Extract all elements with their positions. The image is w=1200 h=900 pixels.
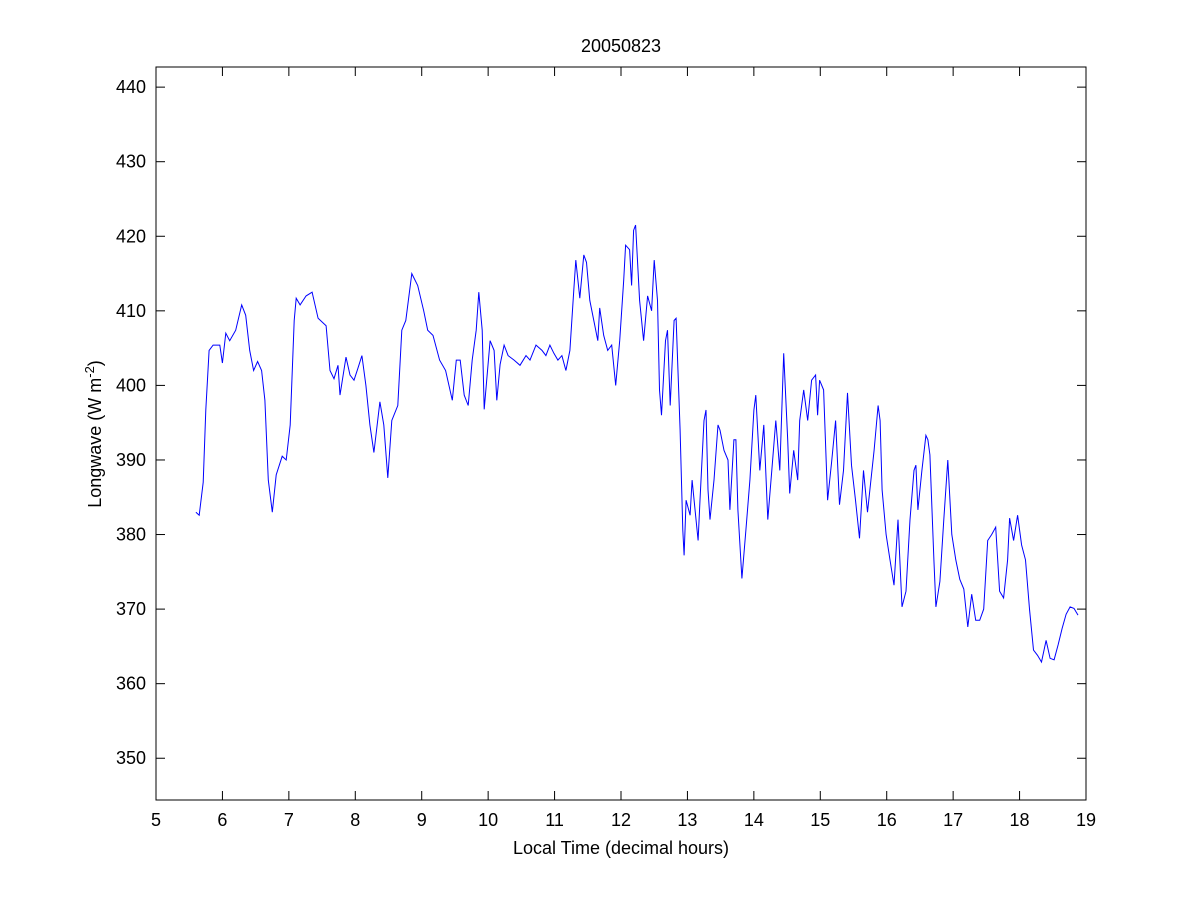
plot-area [155, 66, 1087, 801]
x-tick-label: 11 [545, 810, 564, 830]
y-tick-label: 350 [116, 748, 146, 768]
y-axis-label-main: Longwave (W m [85, 378, 105, 508]
x-tick-label: 14 [744, 810, 764, 830]
y-tick-label: 440 [116, 77, 146, 97]
x-tick-label: 9 [417, 810, 427, 830]
x-tick-label: 18 [1010, 810, 1030, 830]
y-tick-label: 370 [116, 599, 146, 619]
x-tick-label: 10 [478, 810, 498, 830]
x-axis-label: Local Time (decimal hours) [513, 838, 729, 858]
chart-title: 20050823 [581, 36, 661, 56]
x-tick-label: 6 [217, 810, 227, 830]
data-line-longwave [195, 224, 1079, 664]
axes-box [155, 66, 1087, 801]
y-axis-label: Longwave (W m-2) [82, 360, 105, 508]
x-tick-label: 16 [877, 810, 897, 830]
x-axis: 5 6 7 8 9 10 11 12 13 14 15 16 17 18 19 [151, 67, 1096, 830]
y-tick-label: 380 [116, 525, 146, 545]
y-tick-label: 410 [116, 301, 146, 321]
y-tick-label: 430 [116, 152, 146, 172]
y-tick-label: 400 [116, 375, 146, 395]
x-tick-label: 17 [943, 810, 963, 830]
x-tick-label: 12 [611, 810, 631, 830]
y-tick-label: 360 [116, 674, 146, 694]
x-tick-label: 19 [1076, 810, 1096, 830]
x-tick-label: 5 [151, 810, 161, 830]
y-tick-label: 390 [116, 450, 146, 470]
x-tick-label: 7 [284, 810, 294, 830]
x-tick-label: 15 [810, 810, 830, 830]
y-tick-label: 420 [116, 226, 146, 246]
x-tick-label: 13 [677, 810, 697, 830]
y-axis: 350 360 370 380 390 400 410 420 430 440 [116, 77, 1086, 768]
y-axis-label-superscript: -2 [82, 366, 97, 378]
y-axis-label-suffix: ) [85, 360, 105, 366]
x-tick-label: 8 [350, 810, 360, 830]
